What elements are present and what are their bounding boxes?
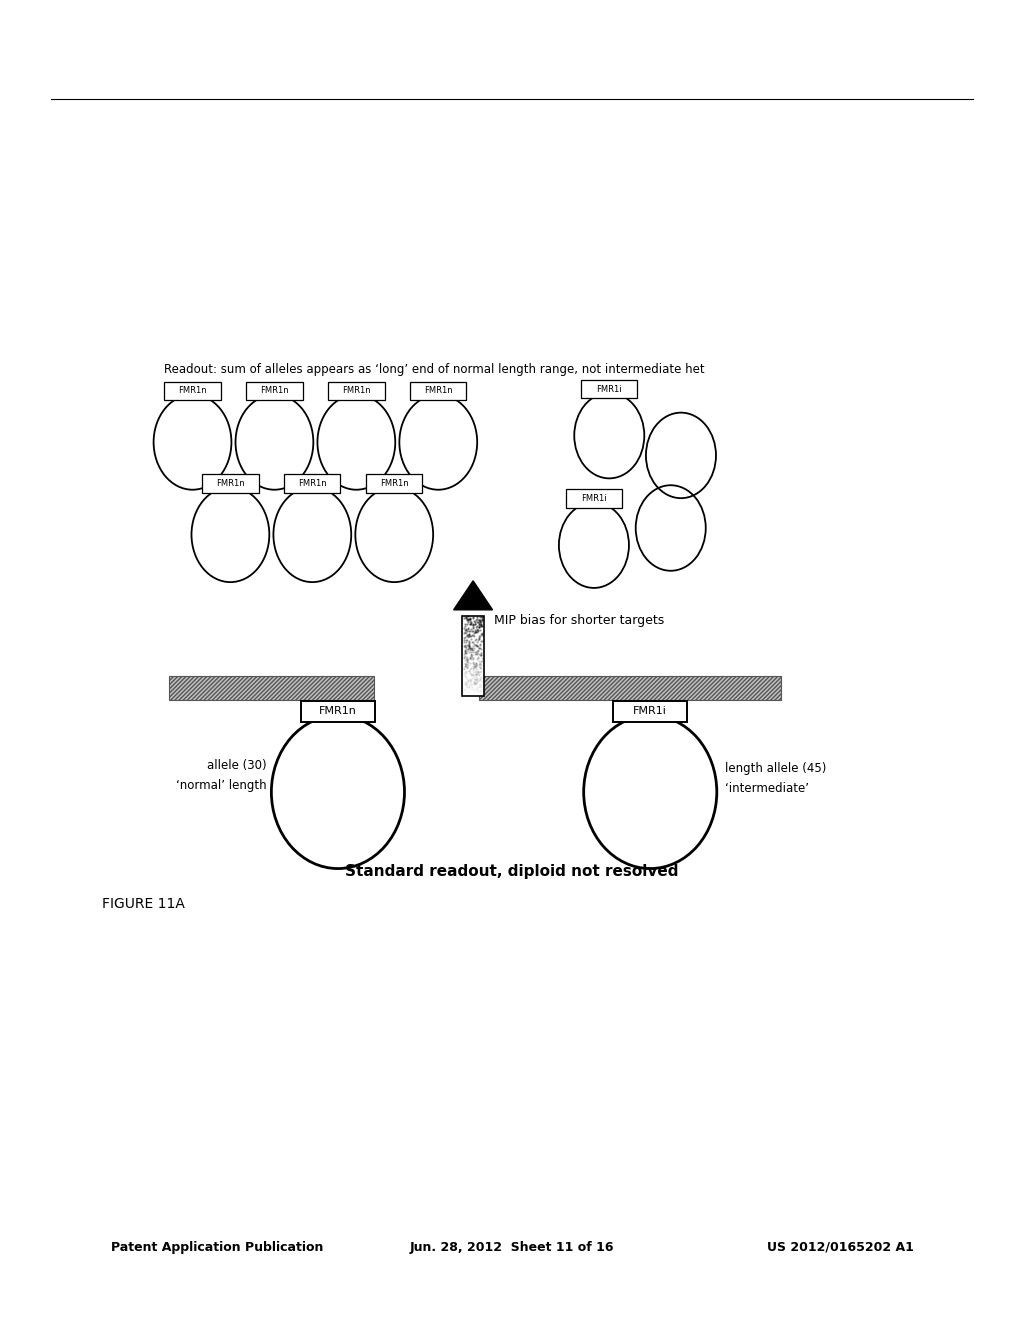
- Text: FMR1n: FMR1n: [260, 387, 289, 396]
- Text: FMR1i: FMR1i: [581, 494, 607, 503]
- Text: FMR1n: FMR1n: [319, 706, 356, 717]
- Bar: [328, 381, 384, 400]
- Text: Jun. 28, 2012  Sheet 11 of 16: Jun. 28, 2012 Sheet 11 of 16: [410, 1241, 614, 1254]
- Text: FMR1n: FMR1n: [380, 479, 409, 488]
- Text: FMR1n: FMR1n: [216, 479, 245, 488]
- Bar: [462, 616, 484, 696]
- Bar: [479, 676, 781, 700]
- Text: Standard readout, diploid not resolved: Standard readout, diploid not resolved: [345, 863, 679, 879]
- Bar: [203, 474, 258, 492]
- Text: FMR1i: FMR1i: [633, 706, 668, 717]
- Text: ‘normal’ length: ‘normal’ length: [175, 779, 266, 792]
- Text: FMR1n: FMR1n: [298, 479, 327, 488]
- Text: FMR1i: FMR1i: [596, 384, 623, 393]
- Text: FIGURE 11A: FIGURE 11A: [102, 898, 185, 911]
- Bar: [164, 381, 221, 400]
- Text: ‘intermediate’: ‘intermediate’: [725, 781, 809, 795]
- Text: Readout: sum of alleles appears as ‘long’ end of normal length range, not interm: Readout: sum of alleles appears as ‘long…: [164, 363, 705, 376]
- Bar: [301, 701, 375, 722]
- Text: MIP bias for shorter targets: MIP bias for shorter targets: [494, 614, 664, 627]
- Text: Patent Application Publication: Patent Application Publication: [111, 1241, 323, 1254]
- Text: length allele (45): length allele (45): [725, 762, 826, 775]
- Bar: [169, 676, 374, 700]
- Text: FMR1n: FMR1n: [424, 387, 453, 396]
- Text: US 2012/0165202 A1: US 2012/0165202 A1: [767, 1241, 913, 1254]
- Bar: [284, 474, 340, 492]
- Bar: [613, 701, 687, 722]
- Bar: [247, 381, 303, 400]
- Text: allele (30): allele (30): [207, 759, 266, 772]
- Bar: [565, 490, 623, 508]
- Bar: [582, 380, 637, 399]
- Bar: [410, 381, 466, 400]
- Bar: [367, 474, 422, 492]
- FancyArrow shape: [454, 581, 493, 610]
- Text: FMR1n: FMR1n: [342, 387, 371, 396]
- Text: FMR1n: FMR1n: [178, 387, 207, 396]
